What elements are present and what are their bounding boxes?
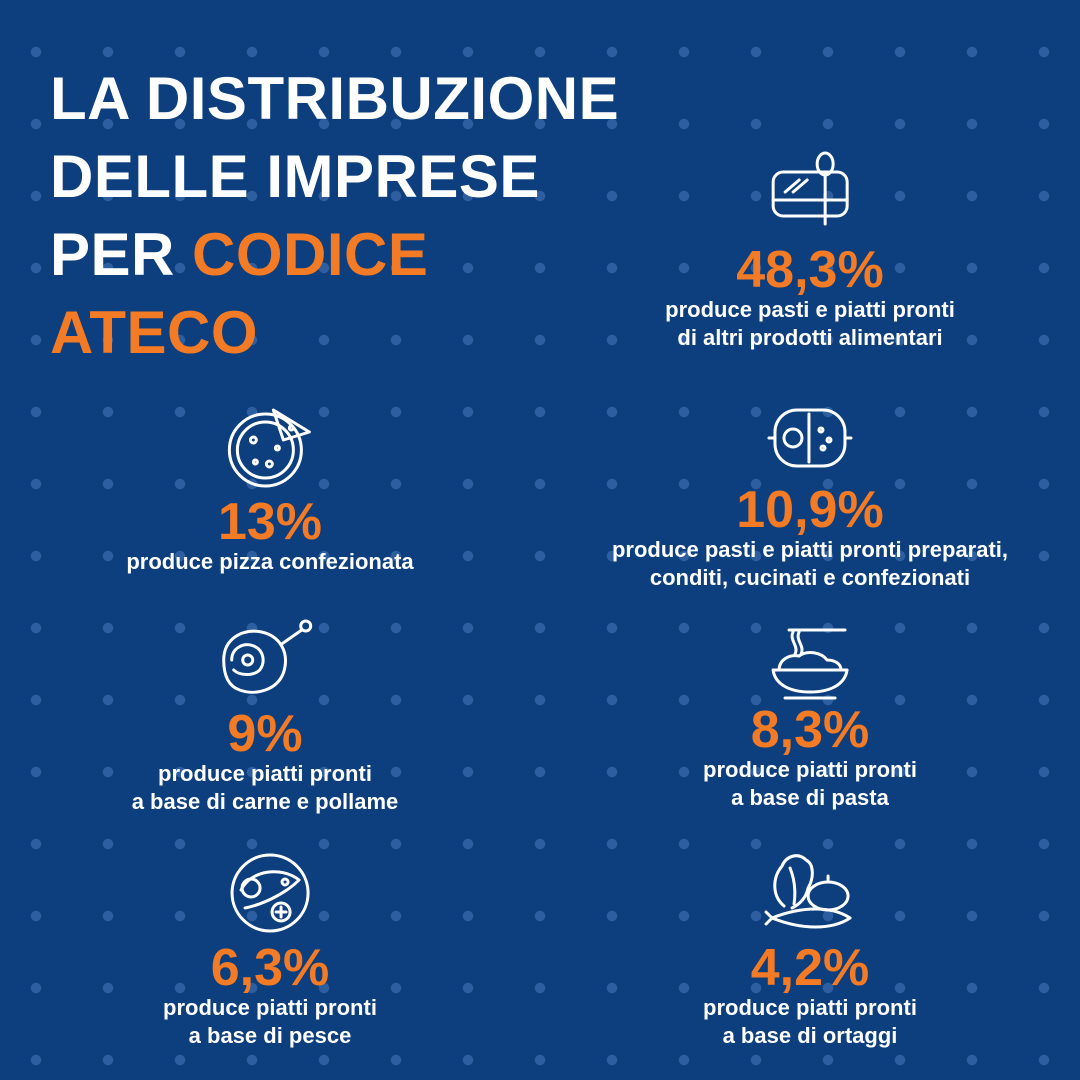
title-accent-codice: CODICE (192, 221, 429, 288)
stat-desc-line-1: produce pizza confezionata (126, 549, 414, 574)
stat-card-prepared-meals: 10,9% produce pasti e piatti pronti prep… (612, 400, 1008, 592)
stat-desc-line-1: produce pasti e piatti pronti (665, 297, 955, 322)
stat-desc-line-1: produce piatti pronti (158, 761, 372, 786)
stat-card-ready-meals-other: 48,3% produce pasti e piatti pronti di a… (665, 150, 955, 352)
stat-desc-line-2: conditi, cucinati e confezionati (649, 565, 971, 590)
meal-tray-icon (767, 408, 853, 468)
stat-desc-line-2: a base di ortaggi (722, 1023, 898, 1048)
title-line-3: PER CODICE (50, 216, 619, 294)
stat-value: 8,3% (750, 701, 870, 759)
stat-desc-line-2: a base di carne e pollame (131, 789, 399, 814)
stat-desc-line-2: a base di pasta (731, 785, 889, 810)
meal-box-spoon-icon (771, 151, 849, 226)
stat-desc-line-2: di altri prodotti alimentari (677, 325, 943, 350)
stat-value: 13% (217, 493, 323, 551)
title-prefix: PER (50, 221, 193, 288)
vegetables-icon (764, 854, 852, 929)
stat-card-pasta: 8,3% produce piatti pronti a base di pas… (703, 620, 917, 812)
stat-value: 6,3% (210, 939, 330, 997)
stat-card-vegetables: 4,2% produce piatti pronti a base di ort… (703, 848, 917, 1050)
stat-desc-line-1: produce piatti pronti (703, 995, 917, 1020)
title-accent-ateco: ATECO (50, 299, 259, 366)
stat-card-fish: 6,3% produce piatti pronti a base di pes… (163, 848, 377, 1050)
pasta-bowl-icon (771, 628, 849, 700)
title-line-1: LA DISTRIBUZIONE (50, 65, 620, 132)
title-line-2: DELLE IMPRESE (50, 143, 540, 210)
stat-value: 48,3% (736, 241, 884, 299)
stat-value: 4,2% (750, 939, 870, 997)
stat-card-pizza: 13% produce pizza confezionata (126, 402, 414, 576)
page-title: LA DISTRIBUZIONE DELLE IMPRESE PER CODIC… (50, 60, 619, 372)
fish-plate-icon (230, 853, 310, 933)
stat-desc-line-1: produce pasti e piatti pronti preparati, (611, 537, 1009, 562)
stat-desc-line-2: a base di pesce (188, 1023, 352, 1048)
stat-desc-line-1: produce piatti pronti (703, 757, 917, 782)
ham-leg-icon (222, 619, 313, 694)
pizza-icon (227, 408, 311, 488)
stat-value: 10,9% (736, 481, 884, 539)
stat-value: 9% (227, 705, 303, 763)
stat-desc-line-1: produce piatti pronti (163, 995, 377, 1020)
stat-card-meat-poultry: 9% produce piatti pronti a base di carne… (131, 614, 399, 816)
